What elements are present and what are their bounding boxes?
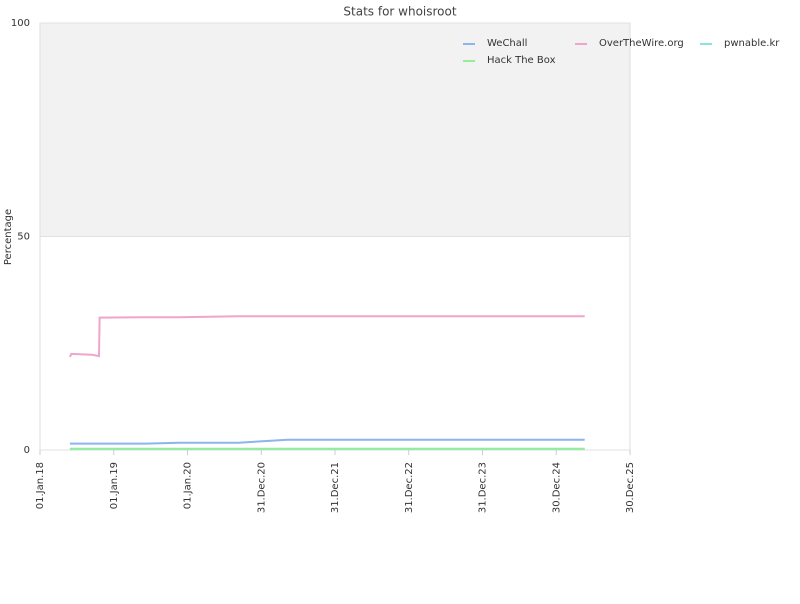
legend-label: Hack The Box	[487, 55, 556, 66]
x-tick-label: 01.Jan.18	[35, 462, 46, 509]
y-tick-label: 100	[11, 18, 30, 29]
y-axis-label: Percentage	[3, 209, 14, 265]
y-tick-label: 0	[24, 445, 30, 456]
plot-band	[40, 23, 630, 237]
x-tick-label: 31.Dec.22	[404, 462, 415, 513]
series-line	[68, 315, 585, 358]
x-tick-label: 01.Jan.20	[183, 462, 194, 509]
x-tick-label: 01.Jan.19	[109, 462, 120, 509]
series-line	[69, 438, 585, 445]
y-tick-label: 50	[17, 232, 30, 243]
plot-band	[40, 236, 630, 450]
legend-label: OverTheWire.org	[599, 38, 684, 49]
x-tick-label: 30.Dec.25	[625, 462, 636, 513]
x-tick-label: 31.Dec.20	[256, 462, 267, 513]
legend-label: WeChall	[487, 38, 527, 49]
x-tick-label: 31.Dec.23	[478, 462, 489, 513]
x-tick-label: 31.Dec.21	[330, 462, 341, 513]
x-tick-label: 30.Dec.24	[551, 462, 562, 513]
chart-title: Stats for whoisroot	[343, 5, 456, 19]
legend: WeChall OverTheWire.org pwnable.kr Hack The…	[463, 38, 780, 66]
legend-label: pwnable.kr	[724, 38, 780, 49]
